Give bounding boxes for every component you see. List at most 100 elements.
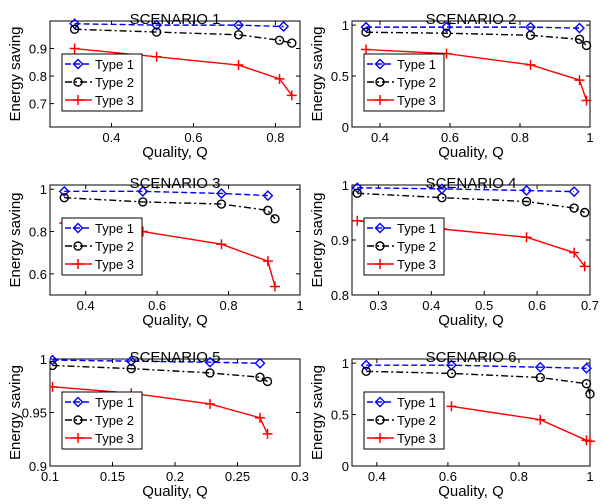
data-point-type-2 <box>441 28 452 38</box>
subplot-1: 0.4 0.6 0.8 0.7 0.8 0.9 SCENARIO 1 Quality, Q En… <box>7 11 301 161</box>
x-tick-label: 0.4 <box>77 298 95 313</box>
legend-label-type-3: Type 3 <box>95 431 134 446</box>
series-group <box>360 359 595 447</box>
legend-marker-type-3 <box>375 95 385 105</box>
y-tick-label: 0.5 <box>331 408 349 423</box>
legend-marker-type-1 <box>374 396 386 408</box>
data-point-type-2 <box>574 34 585 45</box>
legend-label-type-1: Type 1 <box>95 395 134 410</box>
subplot-5: 0.1 0.15 0.2 0.25 0.3 0.9 0.95 1 SCENARIO 5 Quali… <box>7 349 309 500</box>
x-axis-label: Quality, Q <box>142 144 208 161</box>
data-point-type-1 <box>360 21 372 33</box>
legend-marker-type-3 <box>375 433 385 443</box>
legend-marker-type-3 <box>375 259 385 269</box>
data-point-type-2 <box>361 366 371 377</box>
y-tick-label: 0.6 <box>29 267 47 282</box>
x-tick-label: 0.8 <box>220 298 238 313</box>
series-line-type-3 <box>451 405 591 442</box>
x-tick-label: 0.25 <box>225 469 250 484</box>
data-point-type-1 <box>233 19 245 31</box>
chart-title: SCENARIO 6 <box>426 349 517 366</box>
chart-title: SCENARIO 1 <box>130 11 221 28</box>
data-point-type-2 <box>205 368 215 378</box>
series-line-type-1 <box>52 359 261 364</box>
y-tick-label: 0.9 <box>29 459 47 474</box>
data-point-type-1 <box>262 190 274 202</box>
data-point-type-2 <box>216 199 227 209</box>
data-point-type-2 <box>580 207 590 218</box>
data-point-type-1 <box>574 22 585 34</box>
legend-label-type-3: Type 3 <box>397 257 436 272</box>
y-tick-label: 0 <box>342 459 349 474</box>
data-point-type-3 <box>286 90 297 101</box>
x-tick-label: 0.6 <box>528 298 546 313</box>
x-tick-label: 0.1 <box>41 469 59 484</box>
data-point-type-2 <box>585 389 595 399</box>
data-point-type-3 <box>579 261 590 272</box>
data-point-type-3 <box>270 281 280 292</box>
data-point-type-3 <box>69 43 80 54</box>
subplot-3: 0.4 0.6 0.8 1 0.6 0.8 1 SCENARIO 3 Quality, Q Ene… <box>7 175 304 329</box>
y-axis-label: Energy saving <box>309 365 326 460</box>
y-tick-label: 0 <box>342 120 349 135</box>
chart-title: SCENARIO 2 <box>426 11 517 28</box>
legend: Type 1 Type 2 Type 3 <box>61 53 143 112</box>
x-tick-label: 0.8 <box>511 130 529 145</box>
y-tick-label: 0.5 <box>331 69 349 84</box>
subplot-6: 0.4 0.6 0.8 1 0 0.5 1 SCENARIO 6 Quality, Q Energ… <box>309 349 595 500</box>
legend-label-type-3: Type 3 <box>397 431 436 446</box>
data-point-type-2 <box>274 35 285 45</box>
legend-marker-type-2 <box>73 77 83 87</box>
plot-frame <box>49 184 301 296</box>
x-axis-label: Quality, Q <box>438 483 504 500</box>
x-tick-label: 0.6 <box>439 469 457 484</box>
data-point-type-1 <box>580 362 592 374</box>
legend-label-type-2: Type 2 <box>397 239 436 254</box>
y-axis-label: Energy saving <box>309 26 326 121</box>
data-point-type-2 <box>69 24 80 34</box>
x-tick-label: 1 <box>586 130 593 145</box>
legend: Type 1 Type 2 Type 3 <box>61 217 143 276</box>
legend: Type 1 Type 2 Type 3 <box>363 53 445 112</box>
x-tick-label: 0.4 <box>368 469 386 484</box>
y-tick-label: 0.8 <box>29 69 47 84</box>
legend-marker-type-1 <box>72 58 84 70</box>
data-point-type-2 <box>361 27 371 37</box>
series-line-type-2 <box>366 370 591 395</box>
series-line-type-1 <box>64 190 268 197</box>
x-tick-label: 0.3 <box>291 469 309 484</box>
x-tick-label: 1 <box>586 469 593 484</box>
y-tick-label: 1 <box>40 182 47 197</box>
data-point-type-1 <box>204 356 216 368</box>
data-point-type-3 <box>216 239 227 250</box>
data-point-type-3 <box>50 381 58 392</box>
data-point-type-2 <box>535 372 545 383</box>
data-point-type-2 <box>581 40 592 51</box>
legend-label-type-1: Type 1 <box>397 221 436 236</box>
data-point-type-3 <box>352 215 363 226</box>
chart-title: SCENARIO 4 <box>426 175 517 192</box>
data-point-type-2 <box>151 27 162 37</box>
x-tick-label: 1 <box>296 298 303 313</box>
legend-label-type-2: Type 2 <box>397 413 436 428</box>
x-tick-label: 0.4 <box>102 130 120 145</box>
data-point-type-3 <box>535 414 546 425</box>
data-point-type-1 <box>50 354 58 366</box>
subplot-4: 0.3 0.4 0.5 0.6 0.7 0.8 0.9 1 SCENARIO 4 Quality,… <box>309 175 599 329</box>
legend: Type 1 Type 2 Type 3 <box>363 217 445 276</box>
series-line-type-2 <box>365 31 587 46</box>
data-point-type-3 <box>262 428 273 439</box>
chart-title: SCENARIO 3 <box>130 175 221 192</box>
legend-marker-type-2 <box>375 241 385 251</box>
x-tick-label: 0.6 <box>184 130 202 145</box>
data-point-type-3 <box>585 436 595 447</box>
legend: Type 1 Type 2 Type 3 <box>61 391 143 450</box>
data-point-type-2 <box>126 363 136 374</box>
subplot-2: 0.4 0.6 0.8 1 0 0.5 1 SCENARIO 2 Quality, Q Energ… <box>309 11 594 161</box>
legend-label-type-3: Type 3 <box>95 93 134 108</box>
series-line-type-1 <box>357 187 575 193</box>
legend-label-type-2: Type 2 <box>95 413 134 428</box>
legend-marker-type-2 <box>73 241 83 251</box>
x-tick-label: 0.5 <box>475 298 493 313</box>
series-line-type-2 <box>52 364 268 383</box>
